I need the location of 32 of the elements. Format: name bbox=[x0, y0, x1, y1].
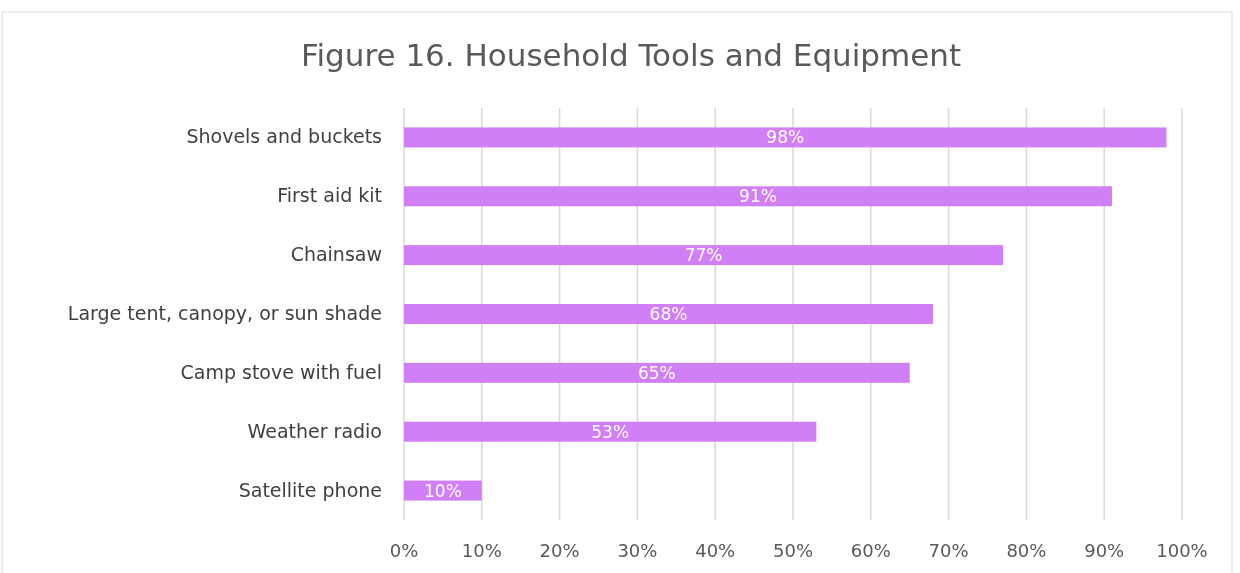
x-tick-label: 90% bbox=[1084, 540, 1125, 561]
bar bbox=[404, 362, 910, 383]
bar bbox=[404, 186, 1112, 207]
x-tick-label: 20% bbox=[539, 540, 580, 561]
bar bbox=[404, 245, 1004, 266]
x-tick-label: 100% bbox=[1156, 540, 1208, 561]
data-label: 53% bbox=[591, 421, 630, 442]
bar bbox=[404, 127, 1167, 148]
data-label: 91% bbox=[739, 186, 777, 207]
x-tick-label: 0% bbox=[389, 540, 419, 561]
x-tick-label: 70% bbox=[928, 540, 969, 561]
y-tick-label: Camp stove with fuel bbox=[180, 360, 382, 383]
data-label: 65% bbox=[637, 362, 676, 383]
data-label: 68% bbox=[649, 304, 688, 324]
chart-title: Figure 16. Household Tools and Equipment bbox=[300, 37, 962, 73]
y-tick-label: Shovels and buckets bbox=[186, 125, 382, 148]
x-tick-label: 10% bbox=[461, 540, 502, 561]
y-tick-label: Satellite phone bbox=[238, 478, 382, 501]
x-tick-label: 80% bbox=[1006, 540, 1047, 561]
y-tick-label: Large tent, canopy, or sun shade bbox=[67, 302, 382, 324]
y-tick-label: Weather radio bbox=[247, 419, 382, 442]
x-tick-label: 40% bbox=[695, 540, 736, 561]
data-label: 77% bbox=[684, 245, 723, 266]
x-tick-label: 60% bbox=[850, 540, 891, 561]
x-tick-label: 50% bbox=[772, 540, 814, 561]
data-label: 10% bbox=[424, 480, 462, 501]
y-tick-label: First aid kit bbox=[277, 184, 382, 207]
bar bbox=[404, 421, 817, 442]
y-tick-label: Chainsaw bbox=[290, 243, 382, 266]
x-tick-label: 30% bbox=[617, 540, 658, 561]
data-label: 98% bbox=[766, 127, 805, 148]
bar bbox=[404, 303, 934, 325]
